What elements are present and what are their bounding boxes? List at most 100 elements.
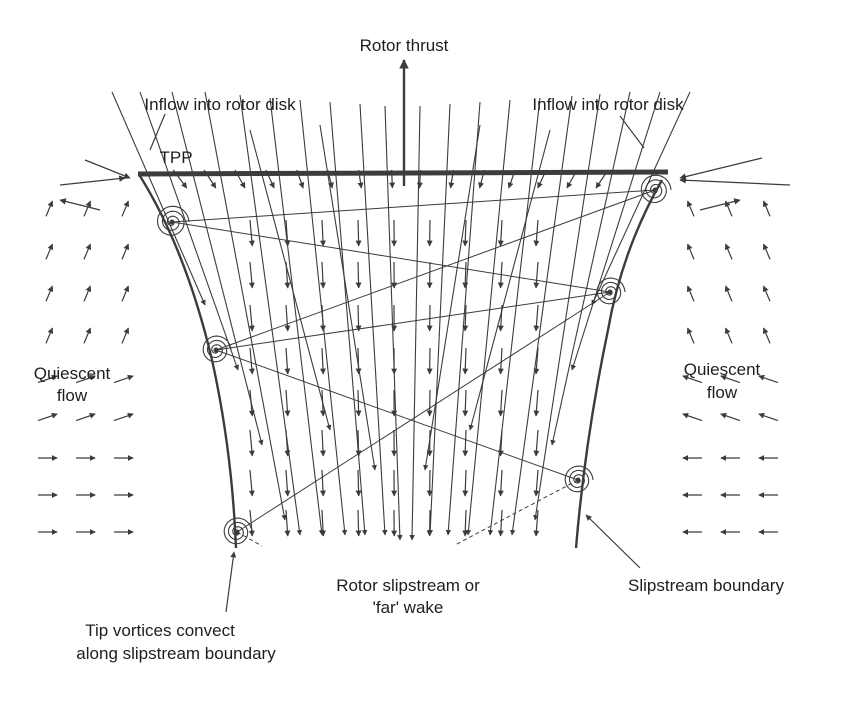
- flow-arrow-icon: [462, 261, 469, 289]
- tip-vortices-label-line1: Tip vortices convect: [85, 621, 235, 640]
- helical-wake-lines: [171, 189, 656, 547]
- flow-arrow-icon: [121, 327, 130, 344]
- flow-arrow-icon: [284, 304, 291, 332]
- spiral-vortex-icon: [640, 174, 672, 204]
- flow-arrow-icon: [319, 429, 326, 457]
- flow-arrow-icon: [83, 285, 92, 302]
- flow-arrow-icon: [686, 327, 695, 344]
- leader-lines: [149, 113, 645, 613]
- slipstream-boundary-right: [574, 179, 664, 549]
- flow-arrow-icon: [355, 429, 362, 457]
- flow-arrow-icon: [319, 124, 377, 471]
- quiescent-label-left-line1: Quiescent: [34, 364, 111, 383]
- flow-arrow-icon: [682, 374, 703, 384]
- flow-arrow-icon: [724, 243, 733, 260]
- flow-arrow-icon: [319, 389, 326, 417]
- flow-arrow-icon: [533, 261, 540, 289]
- thrust-label: Rotor thrust: [360, 36, 449, 55]
- flow-arrow-icon: [83, 327, 92, 344]
- flow-arrow-icon: [319, 347, 326, 375]
- flow-arrow-icon: [248, 261, 255, 289]
- spiral-vortex-icon: [223, 517, 253, 545]
- flow-arrow-icon: [121, 243, 130, 260]
- flow-arrow-icon: [111, 91, 206, 306]
- flow-arrow-icon: [171, 91, 264, 446]
- flow-arrow-icon: [83, 243, 92, 260]
- flow-arrow-icon: [533, 304, 540, 332]
- flow-arrow-icon: [724, 285, 733, 302]
- flow-arrow-icon: [497, 219, 504, 247]
- flow-arrow-icon: [329, 101, 368, 536]
- slipstream-label-line1: Rotor slipstream or: [336, 576, 480, 595]
- flow-arrow-icon: [487, 97, 541, 536]
- flow-arrow-icon: [509, 95, 573, 536]
- flow-arrow-icon: [686, 243, 695, 260]
- flow-arrow-icon: [113, 412, 134, 422]
- flow-arrow-icon: [758, 374, 779, 384]
- vortex-core-dot: [607, 289, 613, 295]
- flow-arrow-icon: [284, 219, 291, 247]
- flow-arrow-icon: [533, 469, 540, 497]
- flow-arrow-icon: [121, 200, 130, 217]
- tip-vortices-label-line2: along slipstream boundary: [76, 644, 276, 663]
- flow-arrow-icon: [83, 200, 92, 217]
- flow-arrow-icon: [45, 200, 54, 217]
- flow-arrow-icon: [249, 129, 332, 431]
- flow-arrow-icon: [423, 124, 481, 471]
- flow-arrow-icon: [462, 304, 469, 332]
- flow-arrow-icon: [75, 374, 96, 384]
- flow-arrow-icon: [284, 261, 291, 289]
- flow-arrow-icon: [84, 159, 131, 179]
- flow-arrow-icon: [45, 327, 54, 344]
- flow-arrow-icon: [284, 429, 291, 457]
- flow-arrow-icon: [37, 374, 58, 384]
- quiescent-label-left-line2: flow: [57, 386, 88, 405]
- flow-arrow-icon: [720, 412, 741, 422]
- flow-arrow-icon: [248, 429, 255, 457]
- flow-arrow-icon: [75, 412, 96, 422]
- flow-arrow-icon: [550, 91, 631, 446]
- flow-arrow-icon: [465, 99, 511, 536]
- flow-arrow-icon: [355, 389, 362, 417]
- flow-arrow-icon: [468, 129, 551, 431]
- flow-arrow-icon: [462, 347, 469, 375]
- flow-arrow-icon: [121, 285, 130, 302]
- vortex-core-dot: [213, 347, 219, 353]
- flow-arrow-icon: [497, 389, 504, 417]
- flow-arrow-icon: [758, 412, 779, 422]
- flow-arrow-icon: [248, 304, 255, 332]
- flow-arrow-icon: [462, 469, 469, 497]
- flow-arrow-icon: [248, 347, 255, 375]
- flow-arrow-icon: [384, 105, 403, 541]
- flow-arrow-icon: [355, 219, 362, 247]
- flow-arrow-icon: [248, 469, 255, 497]
- inflow-label-left: Inflow into rotor disk: [144, 95, 296, 114]
- flow-arrow-icon: [355, 347, 362, 375]
- flow-arrow-icon: [319, 219, 326, 247]
- flow-arrow-icon: [359, 103, 388, 536]
- tip-vortices: [156, 174, 672, 545]
- spiral-vortex-icon: [202, 335, 232, 363]
- flow-arrow-icon: [462, 509, 469, 537]
- flow-arrow-icon: [284, 509, 291, 537]
- inflow-label-right: Inflow into rotor disk: [532, 95, 684, 114]
- flow-arrow-icon: [720, 374, 741, 384]
- flow-arrow-icon: [445, 101, 481, 536]
- flow-arrow-icon: [248, 389, 255, 417]
- flow-arrow-icon: [59, 175, 126, 186]
- flow-arrow-icon: [139, 91, 239, 371]
- flow-arrow-icon: [679, 177, 791, 186]
- flow-arrow-icon: [762, 327, 771, 344]
- flow-arrow-icon: [679, 157, 763, 180]
- flow-arrow-icon: [284, 347, 291, 375]
- flow-field-arrows: [37, 91, 791, 541]
- flow-arrow-icon: [682, 412, 703, 422]
- flow-arrow-icon: [462, 219, 469, 247]
- spiral-vortex-icon: [156, 205, 190, 236]
- flow-arrow-icon: [284, 469, 291, 497]
- spiral-vortex-icon: [564, 465, 594, 493]
- flow-arrow-icon: [699, 198, 741, 211]
- flow-arrow-icon: [319, 304, 326, 332]
- flow-arrow-icon: [248, 219, 255, 247]
